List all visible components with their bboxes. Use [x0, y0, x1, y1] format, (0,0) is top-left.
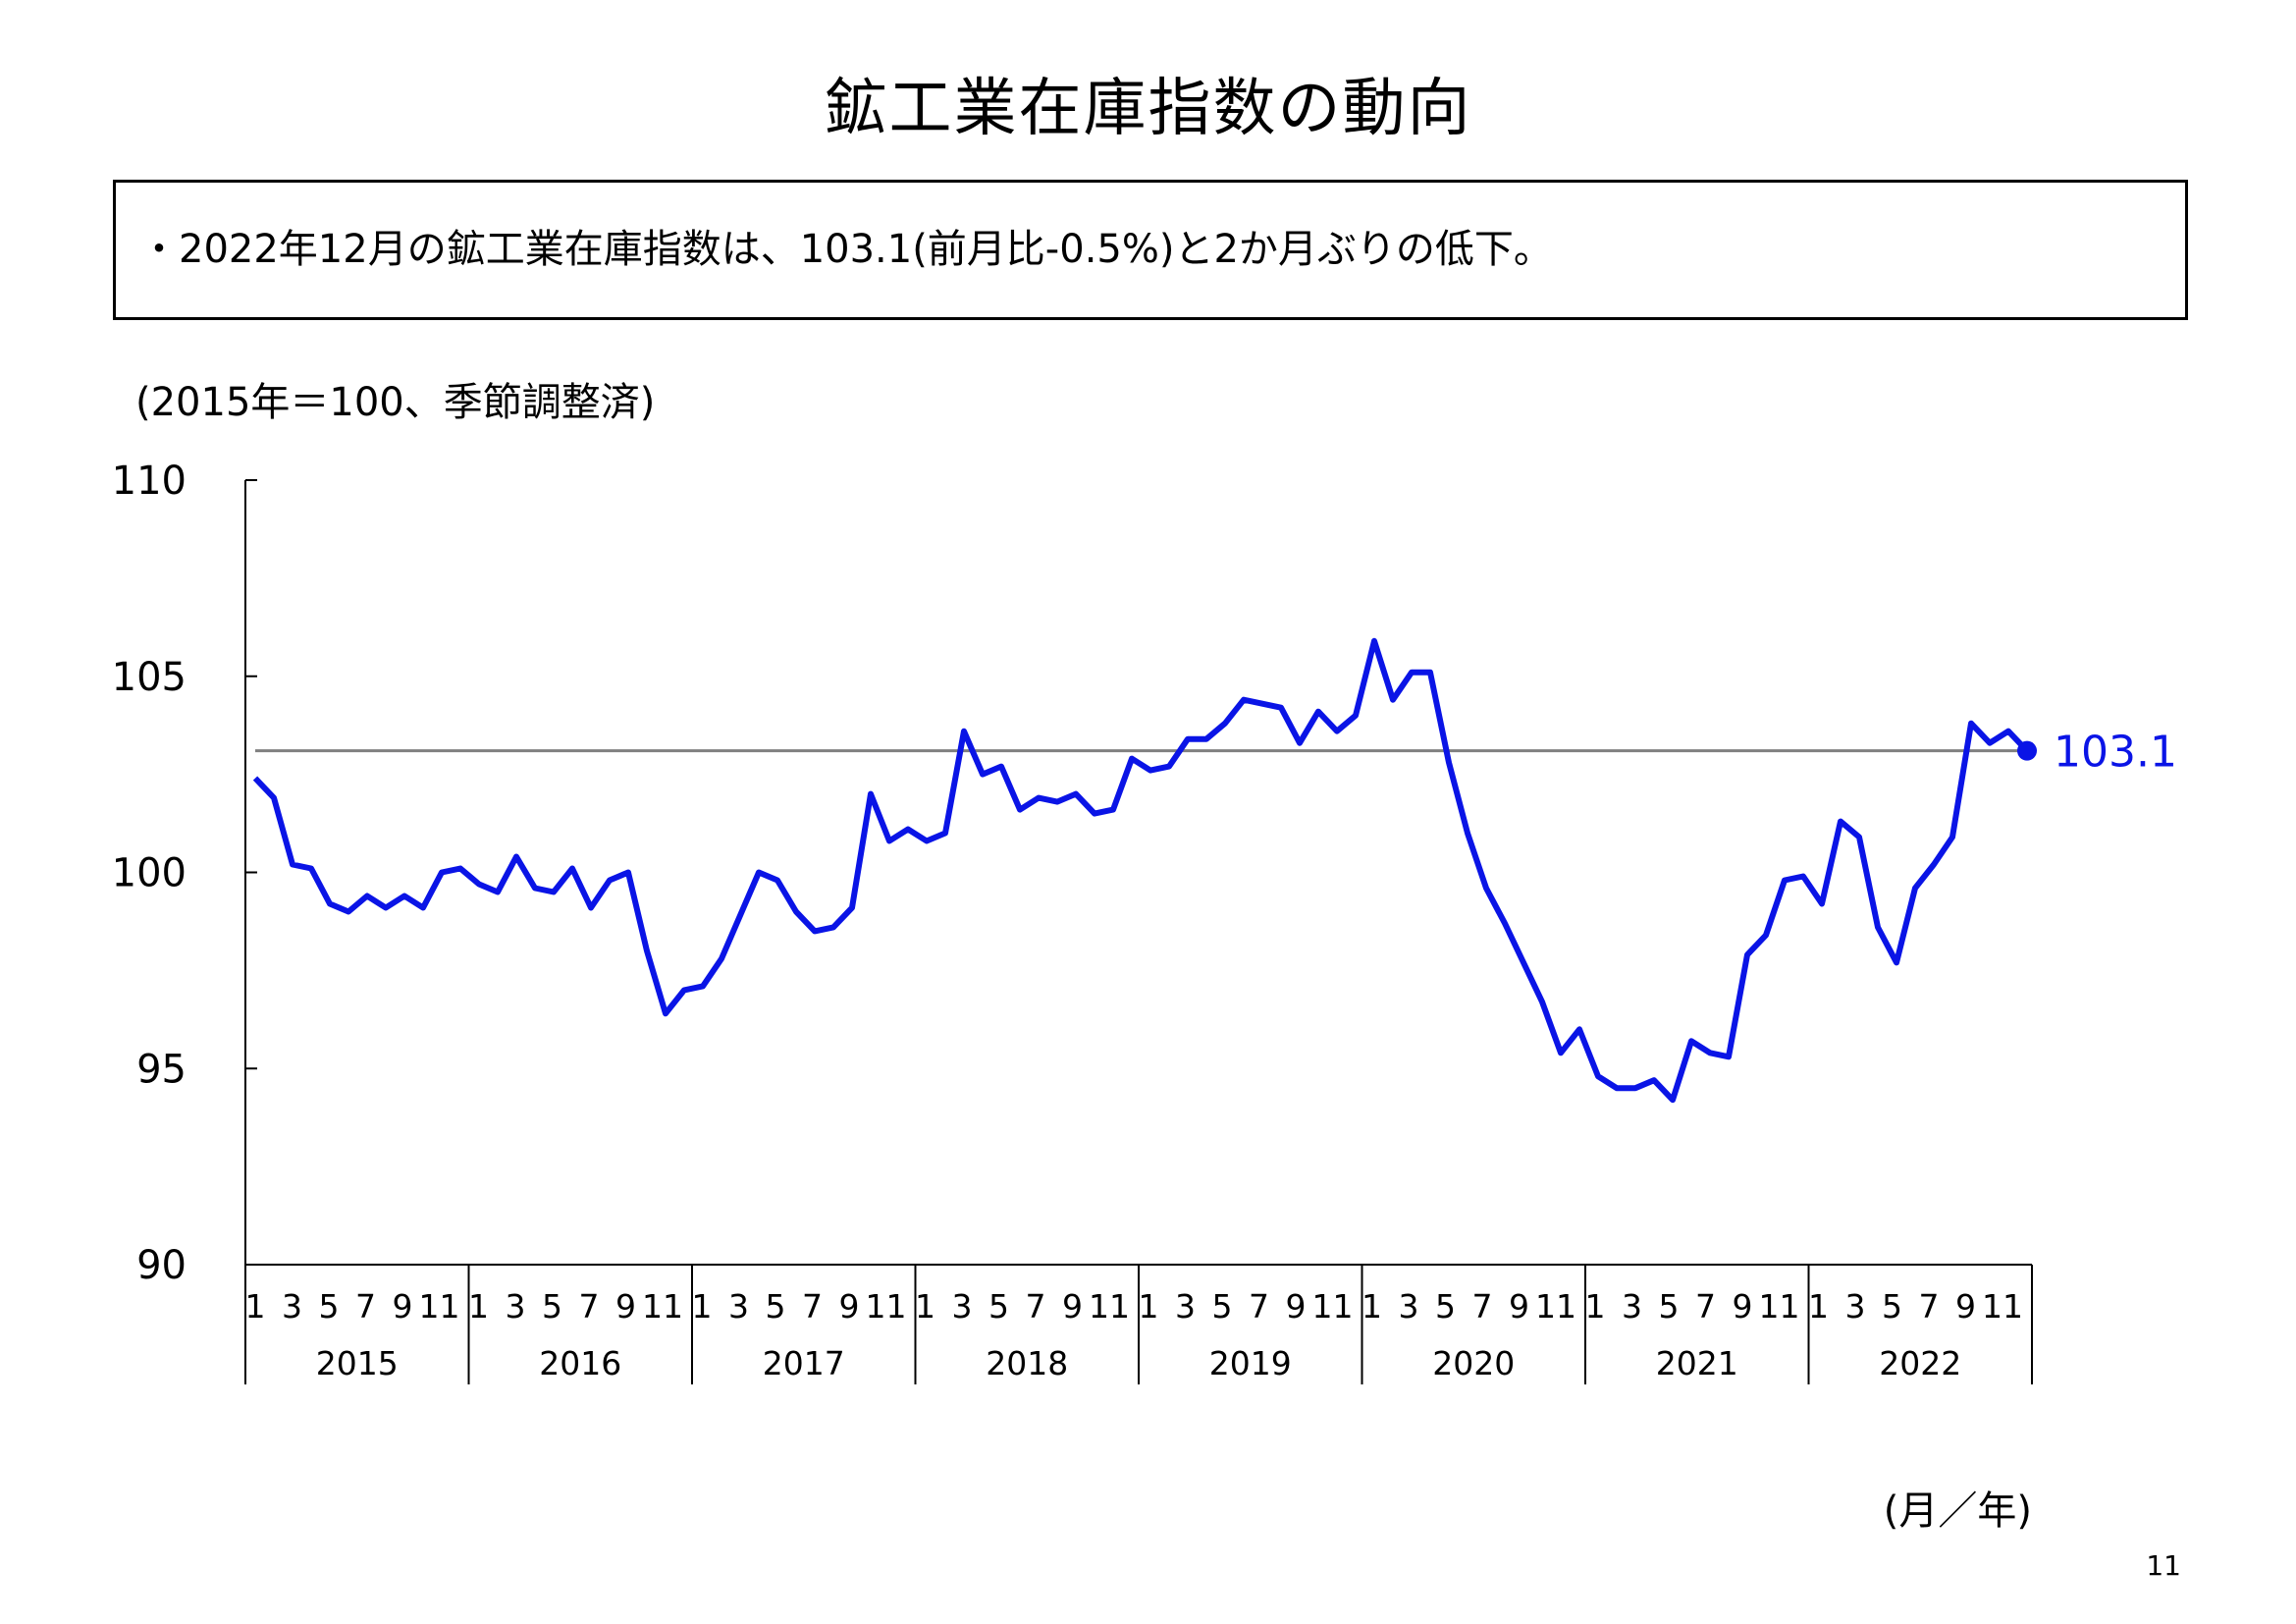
x-month-label: 7: [579, 1287, 600, 1326]
x-year-label: 2022: [1879, 1344, 1961, 1382]
x-month-label: 5: [766, 1287, 786, 1326]
y-tick-label: 110: [112, 459, 187, 504]
x-month-label: 1: [1362, 1287, 1382, 1326]
x-month-label: 5: [1882, 1287, 1902, 1326]
x-month-label: 11: [642, 1287, 683, 1326]
x-month-label: 7: [1695, 1287, 1716, 1326]
x-month-label: 9: [1733, 1287, 1753, 1326]
last-point-marker: [2017, 740, 2037, 761]
page-title: 鉱工業在庫指数の動向: [824, 73, 1472, 145]
x-month-label: 7: [1919, 1287, 1940, 1326]
x-month-label: 11: [1089, 1287, 1130, 1326]
x-month-label: 3: [506, 1287, 526, 1326]
x-month-label: 1: [1808, 1287, 1829, 1326]
x-month-label: 3: [1175, 1287, 1196, 1326]
x-month-label: 5: [1435, 1287, 1456, 1326]
series-line: [252, 637, 2030, 1104]
x-axis-unit: (月／年): [1884, 1489, 2032, 1534]
x-month-label: 11: [1312, 1287, 1354, 1326]
x-year-label: 2020: [1432, 1344, 1515, 1382]
x-month-label: 11: [419, 1287, 460, 1326]
x-month-label: 7: [1472, 1287, 1493, 1326]
last-point-label: 103.1: [2054, 728, 2177, 778]
x-month-label: 11: [866, 1287, 907, 1326]
x-month-label: 9: [615, 1287, 636, 1326]
y-tick-label: 105: [112, 655, 187, 700]
page-number: 11: [2146, 1549, 2181, 1582]
y-tick-label: 100: [112, 851, 187, 896]
x-month-label: 1: [1139, 1287, 1159, 1326]
x-year-label: 2016: [539, 1344, 621, 1382]
x-year-label: 2017: [763, 1344, 845, 1382]
x-month-label: 3: [952, 1287, 973, 1326]
x-month-label: 9: [393, 1287, 413, 1326]
x-month-label: 1: [245, 1287, 266, 1326]
x-month-label: 1: [915, 1287, 935, 1326]
x-month-label: 9: [1955, 1287, 1976, 1326]
x-month-label: 5: [988, 1287, 1009, 1326]
x-month-label: 1: [1585, 1287, 1606, 1326]
x-month-label: 11: [1535, 1287, 1576, 1326]
x-month-label: 7: [1026, 1287, 1046, 1326]
x-month-label: 3: [1399, 1287, 1419, 1326]
x-month-label: 5: [319, 1287, 340, 1326]
x-month-label: 9: [1286, 1287, 1307, 1326]
x-year-label: 2021: [1656, 1344, 1738, 1382]
x-month-label: 9: [1509, 1287, 1529, 1326]
x-month-label: 5: [1212, 1287, 1233, 1326]
summary-box: ・2022年12月の鉱工業在庫指数は、103.1(前月比-0.5%)と2か月ぶり…: [113, 180, 2188, 320]
unit-note: (2015年＝100、季節調整済): [135, 380, 655, 425]
x-year-label: 2015: [316, 1344, 399, 1382]
x-year-label: 2018: [986, 1344, 1068, 1382]
x-month-label: 3: [1622, 1287, 1642, 1326]
y-tick-label: 90: [136, 1243, 187, 1288]
x-month-label: 7: [1249, 1287, 1269, 1326]
y-tick-label: 95: [136, 1047, 187, 1092]
x-month-label: 9: [839, 1287, 860, 1326]
x-month-label: 5: [542, 1287, 562, 1326]
x-month-label: 3: [1845, 1287, 1866, 1326]
x-month-label: 7: [802, 1287, 823, 1326]
x-month-label: 11: [1759, 1287, 1800, 1326]
x-month-label: 1: [692, 1287, 713, 1326]
x-month-label: 7: [355, 1287, 376, 1326]
x-year-label: 2019: [1209, 1344, 1292, 1382]
x-month-label: 11: [1982, 1287, 2023, 1326]
x-month-label: 3: [282, 1287, 302, 1326]
summary-text: ・2022年12月の鉱工業在庫指数は、103.1(前月比-0.5%)と2か月ぶり…: [139, 227, 1553, 272]
x-month-label: 9: [1062, 1287, 1083, 1326]
x-month-label: 3: [728, 1287, 749, 1326]
x-month-label: 5: [1659, 1287, 1680, 1326]
x-month-label: 1: [468, 1287, 489, 1326]
